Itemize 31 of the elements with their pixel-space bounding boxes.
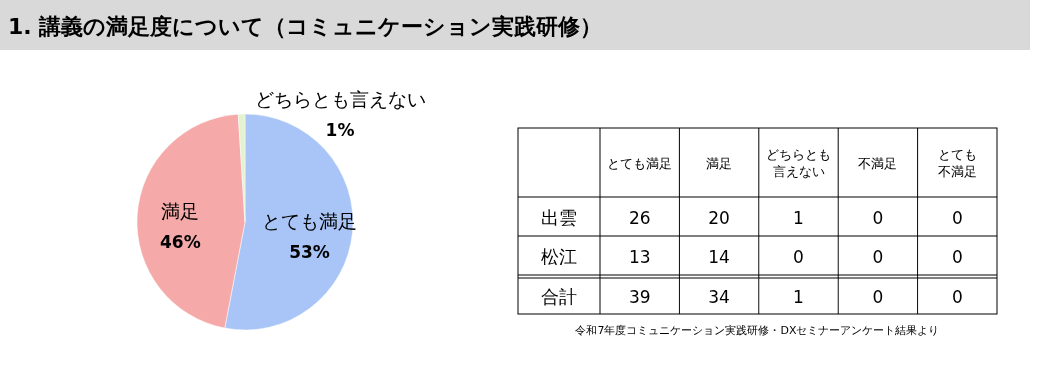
x-tick-label: 満足 [706,155,733,171]
data-label: 26 [628,207,651,228]
data-label: 13 [628,246,651,267]
data-label: 20 [708,207,730,228]
data-label: 0 [872,246,884,267]
x-tick-label: どちらとも言えない [766,147,831,179]
data-label: 53% [289,242,330,263]
data-label: 1 [793,207,804,228]
slice-label: どちらとも言えない [254,88,426,110]
chart-title: 1. 講義の満足度について（コミュニケーション実践研修） [8,14,603,39]
data-label: 14 [708,246,730,267]
x-tick-label: 不満足 [858,155,898,171]
text: 令和7年度コミュニケーション実践研修・DXセミナーアンケート結果より [575,324,940,337]
data-label: 0 [951,287,963,307]
slice-label: とても満足 [262,210,358,233]
data-label: 46% [159,231,201,252]
y-tick-label: 松江 [541,245,577,267]
slice-label: 満足 [161,199,200,222]
x-tick-label: とても満足 [607,155,673,171]
data-label: 34 [708,287,730,307]
x-tick-label: とても不満足 [937,147,977,179]
data-label: 0 [951,246,963,267]
data-label: 0 [872,287,884,307]
data-label: 1% [325,120,355,140]
data-label: 1 [793,287,804,307]
data-label: 0 [872,207,884,228]
data-label: 0 [951,207,963,228]
y-tick-label: 合計 [541,286,577,307]
data-label: 0 [793,246,804,267]
y-tick-label: 出雲 [541,206,577,228]
data-label: 39 [628,287,651,307]
